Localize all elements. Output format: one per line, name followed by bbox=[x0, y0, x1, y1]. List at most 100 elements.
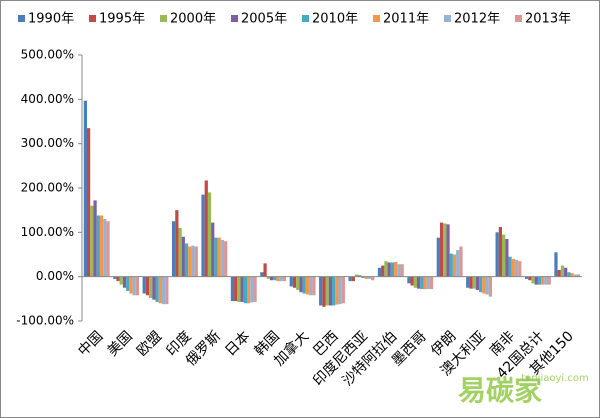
bar bbox=[384, 261, 388, 277]
bar bbox=[106, 221, 110, 277]
bar bbox=[273, 276, 277, 281]
watermark: 易碳家 bbox=[458, 374, 542, 407]
bar bbox=[162, 276, 166, 305]
bar bbox=[122, 276, 127, 288]
bar bbox=[184, 243, 189, 277]
bar bbox=[224, 241, 228, 277]
bar bbox=[165, 276, 169, 305]
bar bbox=[367, 276, 372, 279]
bar bbox=[567, 272, 571, 277]
bar bbox=[485, 276, 489, 295]
bar bbox=[423, 276, 427, 290]
bar bbox=[452, 254, 457, 277]
bar bbox=[217, 237, 221, 277]
bar bbox=[371, 276, 375, 281]
bar bbox=[305, 276, 310, 295]
bar bbox=[266, 276, 270, 279]
bar bbox=[211, 222, 215, 277]
bar bbox=[518, 261, 522, 277]
bar bbox=[191, 245, 195, 277]
bar bbox=[194, 246, 198, 277]
bar bbox=[482, 276, 486, 294]
y-tick-label: -100.00% bbox=[16, 314, 74, 328]
legend-label: 2013年 bbox=[525, 12, 571, 27]
bar bbox=[152, 276, 156, 300]
bar bbox=[456, 250, 460, 277]
bar bbox=[188, 246, 192, 277]
bar bbox=[214, 237, 218, 277]
bar bbox=[299, 276, 303, 293]
bar bbox=[178, 227, 182, 277]
bar bbox=[377, 267, 382, 277]
bar bbox=[328, 276, 332, 306]
bar bbox=[387, 262, 391, 277]
bar bbox=[495, 232, 499, 277]
bar bbox=[505, 238, 509, 277]
legend-swatch bbox=[231, 15, 238, 22]
bar bbox=[534, 276, 538, 285]
bar bbox=[335, 276, 339, 305]
bar bbox=[338, 276, 342, 305]
legend-label: 2005年 bbox=[241, 12, 287, 27]
bar bbox=[498, 227, 502, 277]
bar bbox=[276, 276, 280, 282]
bar bbox=[351, 276, 355, 282]
bar bbox=[544, 276, 548, 285]
bar bbox=[524, 276, 529, 279]
legend-label: 2012年 bbox=[454, 12, 500, 27]
bar bbox=[407, 276, 411, 284]
bar bbox=[263, 263, 267, 277]
bar bbox=[149, 276, 153, 298]
bar bbox=[420, 276, 424, 290]
y-tick-label: 0.00% bbox=[36, 269, 74, 283]
bar bbox=[116, 276, 120, 282]
bar bbox=[312, 276, 316, 296]
bar bbox=[103, 219, 107, 277]
legend-swatch bbox=[373, 15, 380, 22]
bar bbox=[302, 276, 306, 294]
bar bbox=[325, 276, 329, 306]
bar bbox=[547, 276, 551, 285]
bar bbox=[247, 276, 251, 304]
bar bbox=[269, 276, 274, 281]
bar bbox=[309, 276, 313, 296]
bar bbox=[410, 276, 414, 286]
bar bbox=[322, 276, 326, 307]
bar bbox=[341, 276, 345, 304]
bar bbox=[220, 239, 225, 277]
bar bbox=[207, 192, 212, 277]
bar bbox=[573, 274, 577, 277]
bar bbox=[83, 100, 87, 277]
bar bbox=[508, 256, 512, 277]
bar bbox=[230, 276, 235, 302]
bar bbox=[201, 194, 205, 277]
bar bbox=[537, 276, 542, 285]
bar bbox=[475, 276, 480, 290]
bar bbox=[142, 276, 146, 294]
legend-label: 2010年 bbox=[312, 12, 358, 27]
bar bbox=[541, 276, 545, 285]
legend-swatch bbox=[160, 15, 167, 22]
bar bbox=[158, 276, 162, 304]
bar bbox=[413, 276, 417, 288]
legend-swatch bbox=[444, 15, 451, 22]
bar bbox=[554, 252, 558, 277]
bar bbox=[332, 276, 336, 306]
bar bbox=[397, 264, 401, 277]
bar bbox=[469, 276, 473, 289]
bar bbox=[577, 274, 581, 277]
bar bbox=[429, 276, 434, 290]
bar bbox=[292, 276, 297, 288]
bar bbox=[87, 128, 91, 277]
bar bbox=[426, 276, 430, 290]
bar bbox=[240, 276, 244, 302]
legend-swatch bbox=[515, 15, 522, 22]
bar bbox=[129, 276, 133, 294]
bar bbox=[528, 276, 532, 281]
legend-swatch bbox=[302, 15, 309, 22]
bar bbox=[390, 262, 395, 277]
bar bbox=[557, 270, 561, 277]
bar bbox=[417, 276, 421, 289]
